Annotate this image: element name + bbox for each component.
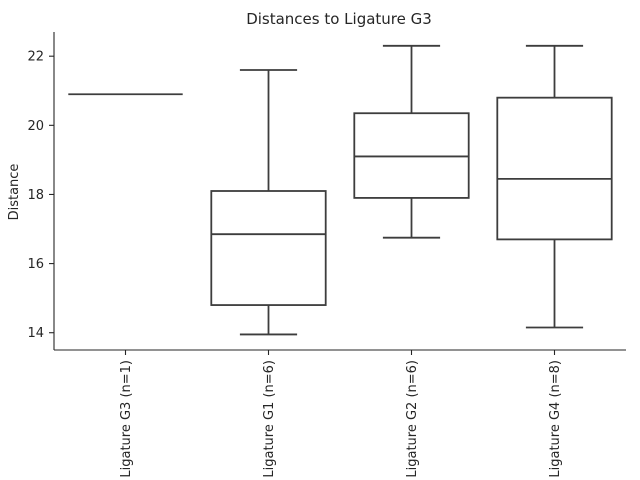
y-tick-label: 14 — [27, 326, 44, 341]
iqr-box — [210, 190, 327, 306]
y-tick-label: 18 — [27, 188, 44, 203]
x-tick-label: Ligature G1 (n=6) — [262, 360, 277, 478]
chart-title: Distances to Ligature G3 — [246, 10, 432, 28]
box-group — [353, 44, 470, 239]
boxes — [68, 44, 613, 336]
box-group — [496, 44, 613, 329]
x-tick-label: Ligature G4 (n=8) — [548, 360, 563, 478]
y-tick-label: 22 — [27, 50, 44, 65]
x-ticks: Ligature G3 (n=1) Ligature G1 (n=6) Ligatu… — [119, 350, 563, 478]
box-group — [210, 69, 327, 336]
y-axis-label: Distance — [7, 164, 22, 221]
y-tick-label: 16 — [27, 257, 44, 272]
y-tick-label: 20 — [27, 119, 44, 134]
y-ticks: 14 16 18 20 22 — [27, 50, 54, 341]
iqr-box — [496, 96, 613, 241]
x-tick-label: Ligature G3 (n=1) — [119, 360, 134, 478]
x-tick-label: Ligature G2 (n=6) — [405, 360, 420, 478]
